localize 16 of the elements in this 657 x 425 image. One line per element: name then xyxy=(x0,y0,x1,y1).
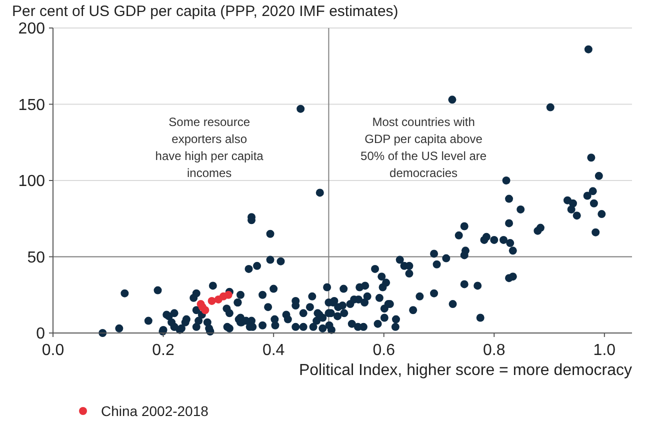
y-tick-label: 150 xyxy=(18,96,46,114)
x-tick-label: 0.0 xyxy=(42,342,64,359)
annotation: Most countries with GDP per capita above 50% of the US level are democracies xyxy=(360,115,487,180)
y-tick-label: 100 xyxy=(18,173,46,190)
x-tick-label: 0.8 xyxy=(483,342,506,359)
annotation: Some resource exporters also have high per capita incomes xyxy=(155,115,264,180)
chart-title: Per cent of US GDP per capita (PPP, 2020 IMF estimates) xyxy=(12,3,398,20)
y-tick-label: 200 xyxy=(18,20,46,38)
legend-label: China 2002-2018 xyxy=(101,402,209,419)
x-tick-label: 0.4 xyxy=(262,342,285,359)
x-tick-label: 0.6 xyxy=(372,342,396,359)
x-tick-label: 1.0 xyxy=(593,342,616,359)
y-tick-label: 0 xyxy=(36,326,46,343)
x-tick-label: 0.2 xyxy=(152,342,175,359)
y-tick-label: 50 xyxy=(27,249,46,266)
x-axis-title: Political Index, higher score = more democracy xyxy=(298,362,632,379)
